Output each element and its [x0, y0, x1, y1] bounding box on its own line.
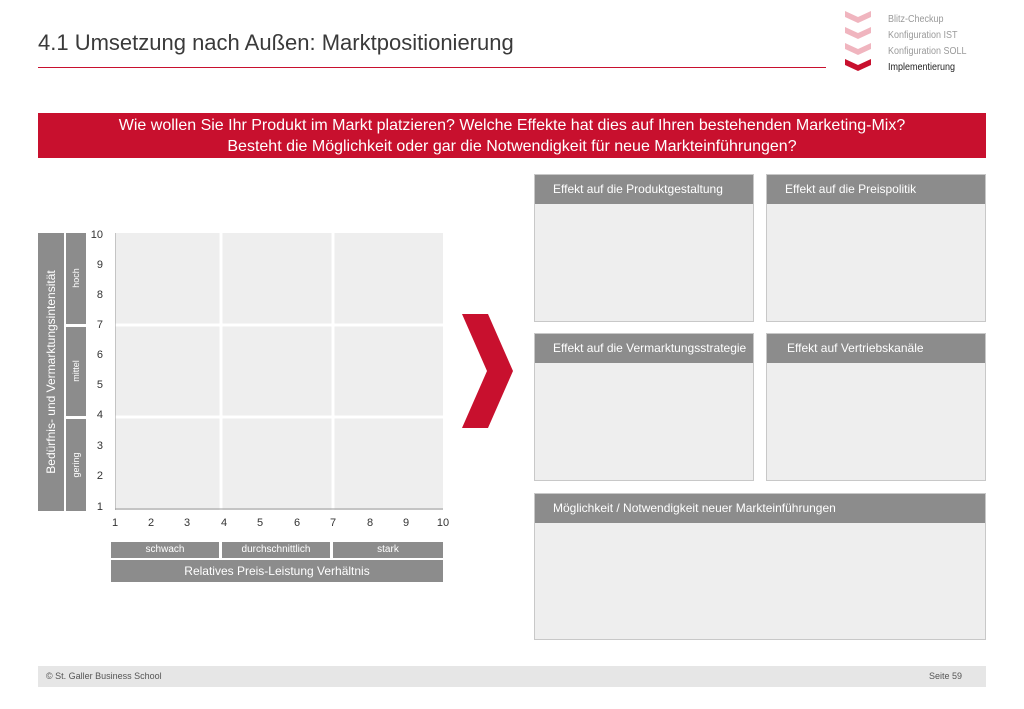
x-tick-label: 10 — [436, 517, 450, 529]
chevron-down-icon — [845, 11, 871, 23]
x-tick-label: 2 — [147, 517, 155, 529]
y-tick-label: 1 — [96, 501, 103, 513]
effect-box-markteinfuehrungen[interactable]: Möglichkeit / Notwendigkeit neuer Markte… — [534, 493, 986, 640]
footer: © St. Galler Business School Seite 59 — [38, 666, 986, 687]
x-level-stark: stark — [333, 542, 443, 558]
x-level-durchschnittlich: durchschnittlich — [222, 542, 330, 558]
effect-box-vertriebskanaele[interactable]: Effekt auf Vertriebskanäle — [766, 333, 986, 481]
x-tick-label: 1 — [111, 517, 119, 529]
nav-item-implementierung[interactable]: Implementierung — [888, 62, 956, 73]
y-tick-label: 6 — [96, 349, 103, 361]
footer-copyright: © St. Galler Business School — [46, 671, 162, 681]
chevron-down-icon — [845, 27, 871, 39]
y-level-hoch: hoch — [66, 233, 86, 324]
chevron-right-icon — [462, 314, 513, 428]
x-level-schwach: schwach — [111, 542, 219, 558]
chevron-down-icon — [845, 59, 871, 71]
effect-header-produktgestaltung: Effekt auf die Produktgestaltung — [535, 175, 753, 204]
y-axis-title: Bedürfnis- und Vermarktungsintensität — [44, 270, 58, 474]
y-level-gering: gering — [66, 419, 86, 511]
effect-box-vermarktungsstrategie[interactable]: Effekt auf die Vermarktungsstrategie — [534, 333, 754, 481]
banner-line-2: Besteht die Möglichkeit oder gar die Not… — [227, 138, 797, 155]
x-axis-title: Relatives Preis-Leistung Verhältnis — [111, 560, 443, 582]
banner-line-1: Wie wollen Sie Ihr Produkt im Markt plat… — [118, 117, 906, 134]
effect-header-markteinfuehrungen: Möglichkeit / Notwendigkeit neuer Markte… — [535, 494, 985, 523]
page-title: 4.1 Umsetzung nach Außen: Marktpositioni… — [38, 30, 514, 55]
effect-header-preispolitik: Effekt auf die Preispolitik — [767, 175, 985, 204]
y-tick-label: 8 — [96, 289, 103, 301]
y-level-mittel: mittel — [66, 327, 86, 416]
footer-page-number: Seite 59 — [928, 671, 962, 681]
y-tick-label: 5 — [96, 379, 103, 391]
x-tick-label: 8 — [366, 517, 374, 529]
effect-box-produktgestaltung[interactable]: Effekt auf die Produktgestaltung — [534, 174, 754, 322]
nav-item-konfiguration-soll[interactable]: Konfiguration SOLL — [888, 46, 967, 57]
y-tick-label: 9 — [96, 259, 103, 271]
effect-header-vermarktungsstrategie: Effekt auf die Vermarktungsstrategie — [535, 334, 753, 363]
question-banner: Wie wollen Sie Ihr Produkt im Markt plat… — [38, 113, 986, 158]
nav-item-blitz-checkup[interactable]: Blitz-Checkup — [888, 14, 944, 25]
chevron-down-icon — [845, 43, 871, 55]
y-tick-label: 2 — [96, 470, 103, 482]
x-tick-label: 3 — [183, 517, 191, 529]
y-tick-label: 4 — [96, 409, 103, 421]
matrix-grid — [115, 233, 443, 510]
title-divider — [38, 67, 826, 68]
y-tick-label: 10 — [90, 229, 103, 241]
x-tick-label: 4 — [220, 517, 228, 529]
effect-header-vertriebskanaele: Effekt auf Vertriebskanäle — [767, 334, 985, 363]
x-tick-label: 7 — [329, 517, 337, 529]
effect-box-preispolitik[interactable]: Effekt auf die Preispolitik — [766, 174, 986, 322]
y-tick-label: 3 — [96, 440, 103, 452]
y-axis-title-bar: Bedürfnis- und Vermarktungsintensität — [38, 233, 64, 511]
nav-item-konfiguration-ist[interactable]: Konfiguration IST — [888, 30, 958, 41]
x-tick-label: 9 — [402, 517, 410, 529]
x-tick-label: 6 — [293, 517, 301, 529]
x-tick-label: 5 — [256, 517, 264, 529]
positioning-matrix[interactable] — [115, 233, 443, 510]
y-tick-label: 7 — [96, 319, 103, 331]
